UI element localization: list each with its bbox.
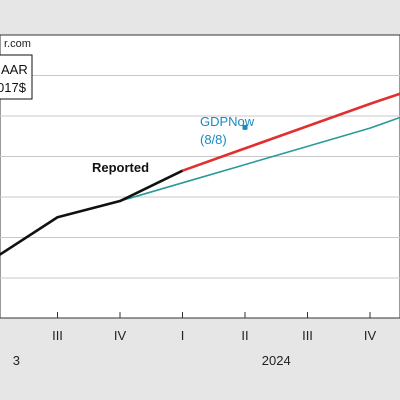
- annotation-reported: Reported: [92, 160, 149, 175]
- series-line-1: [182, 92, 400, 172]
- annotation-gdpnow-date: (8/8): [200, 132, 227, 147]
- gdpnow-marker: [242, 124, 248, 130]
- x-tick-label: IV: [114, 328, 127, 343]
- units-line-1: AAR: [1, 62, 28, 77]
- x-tick-label: IV: [364, 328, 377, 343]
- x-tick-label: III: [52, 328, 63, 343]
- year-label: 2024: [262, 353, 291, 368]
- year-labels: 3 2024: [13, 353, 291, 368]
- x-axis: III IV I II III IV: [52, 312, 376, 343]
- units-box: [0, 54, 33, 100]
- year-label: 3: [13, 353, 20, 368]
- x-tick-label: I: [181, 328, 185, 343]
- x-tick-label: III: [302, 328, 313, 343]
- gdpnow-point: [242, 124, 248, 130]
- gridlines: [0, 75, 400, 279]
- x-tick-label: II: [241, 328, 248, 343]
- series-line-0: [0, 169, 184, 257]
- plot-area: [0, 34, 400, 319]
- source-label: r.com: [4, 38, 31, 50]
- series-line-2: [119, 116, 400, 202]
- units-line-2: 017$: [0, 80, 27, 95]
- series-lines: [0, 92, 400, 257]
- annotation-gdpnow: GDPNow: [200, 114, 255, 129]
